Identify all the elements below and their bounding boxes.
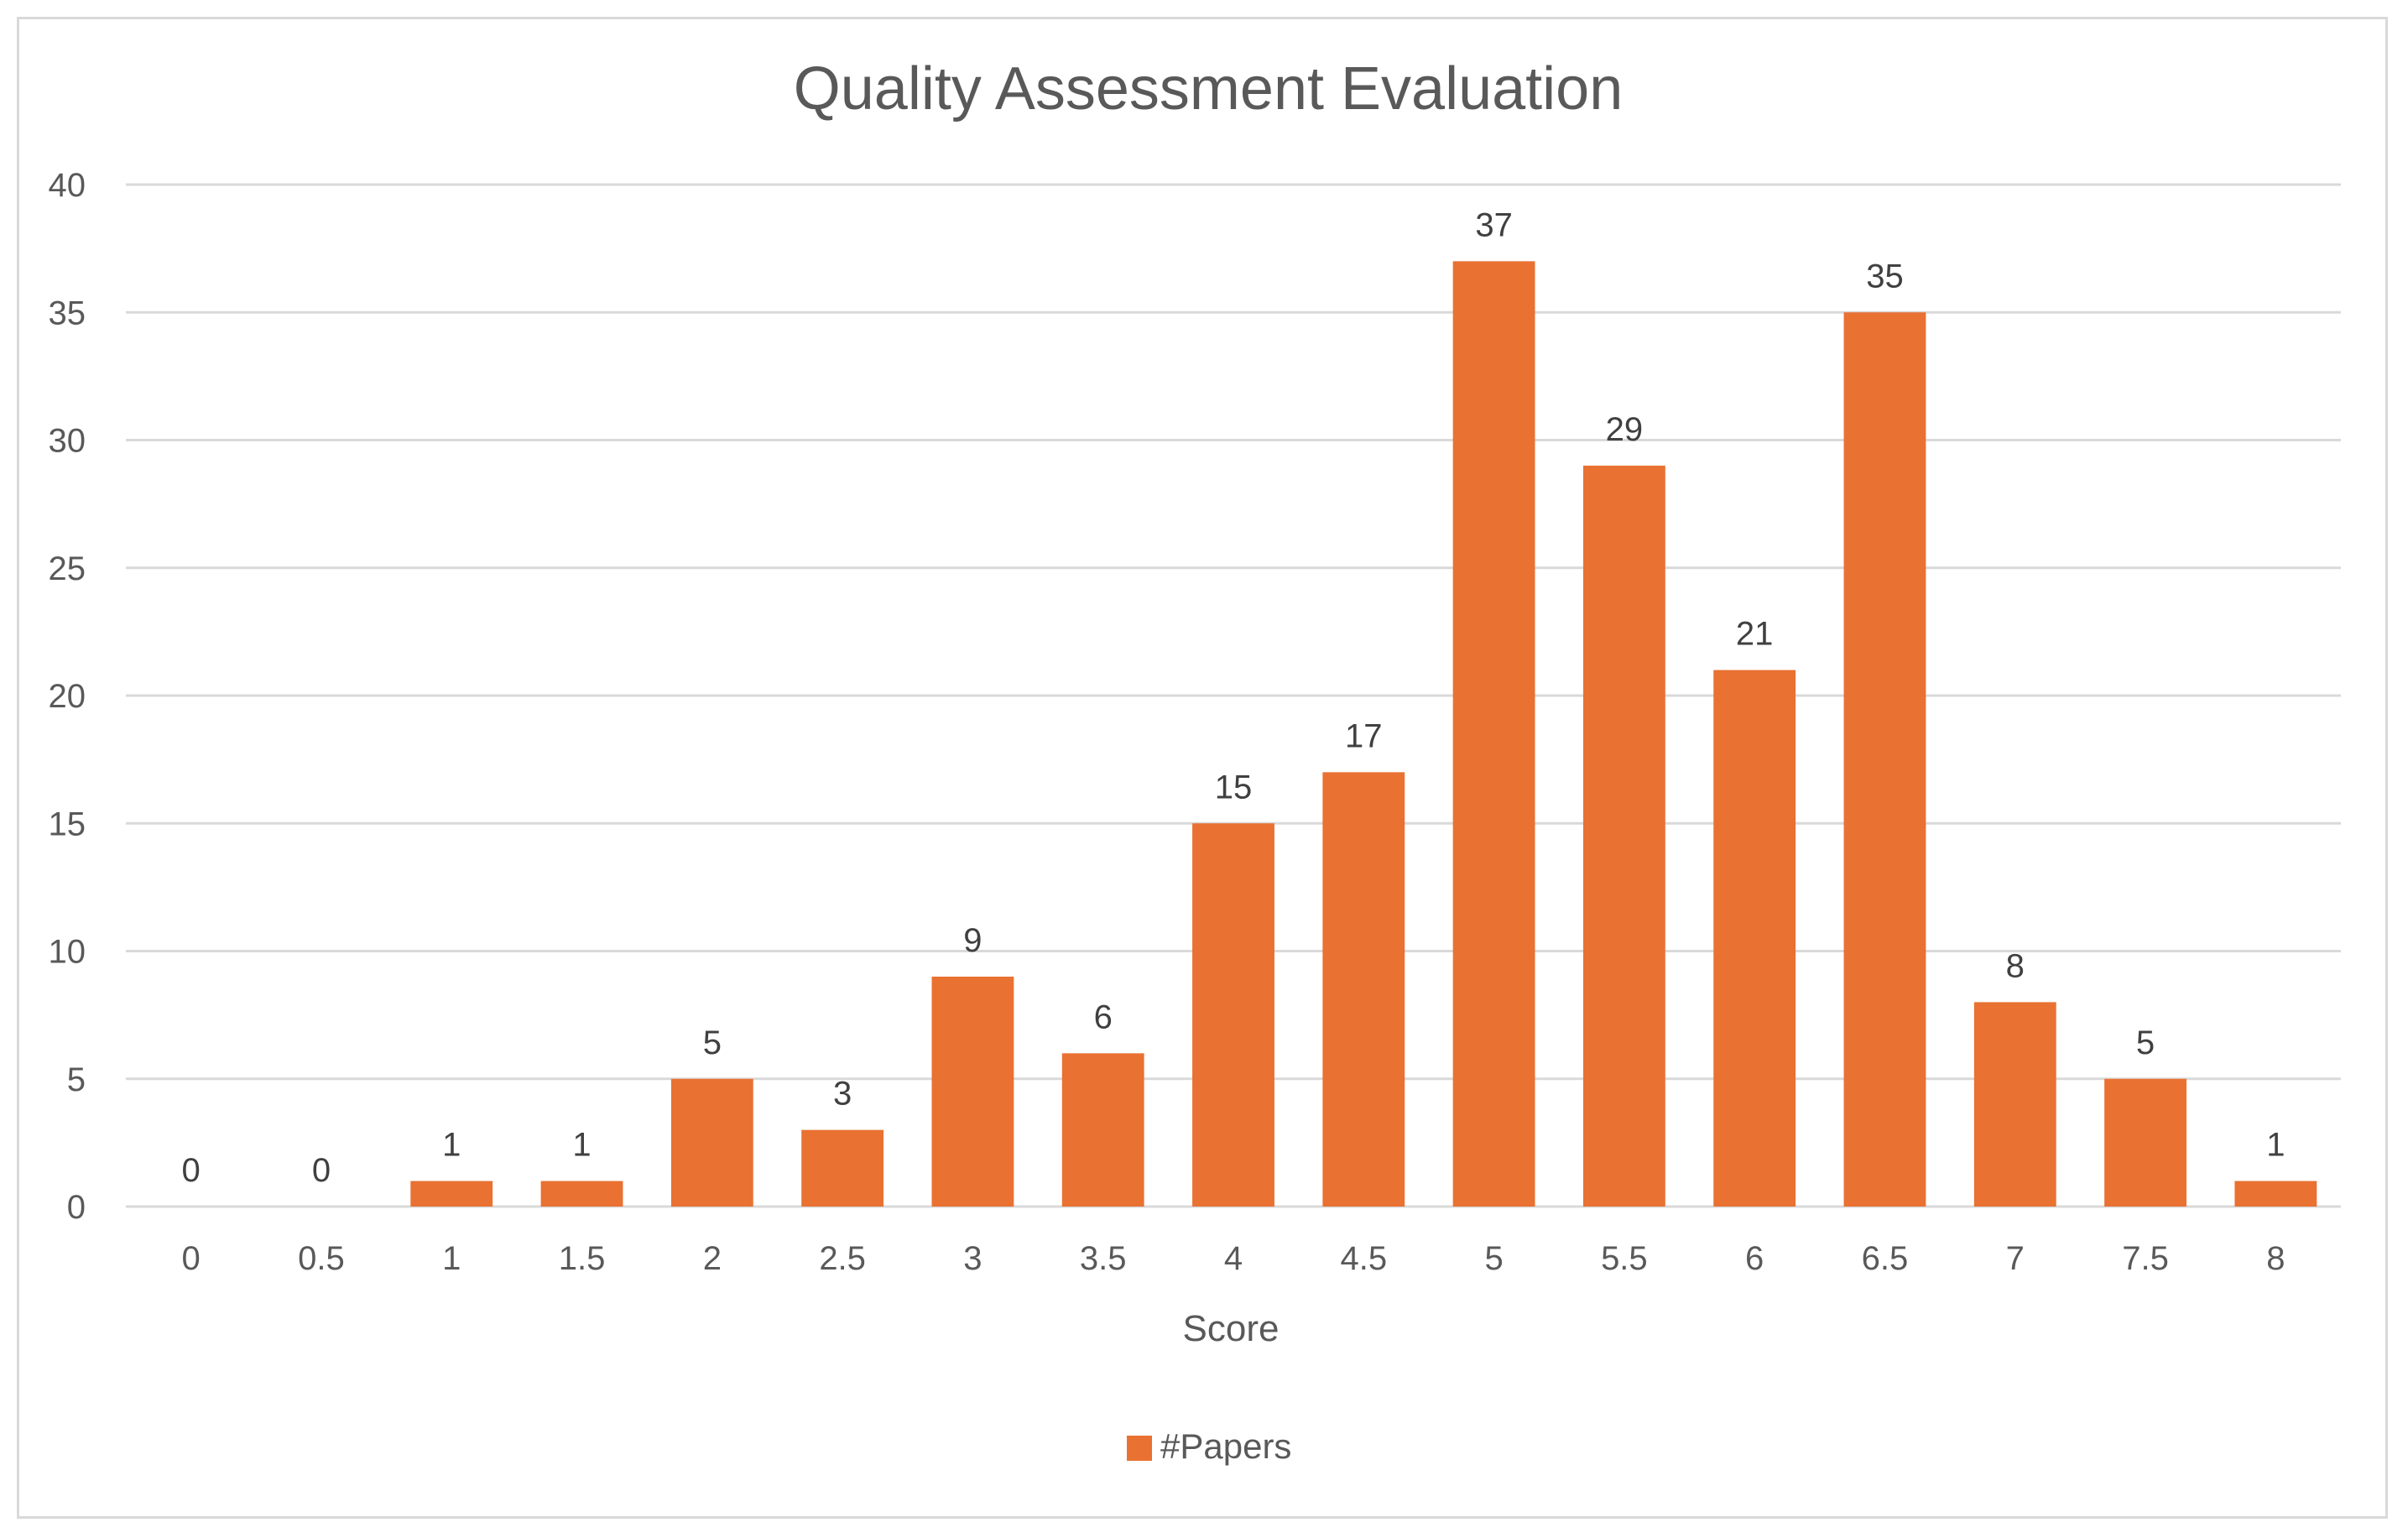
x-tick-label: 3.5	[1080, 1240, 1127, 1277]
y-tick-label: 10	[49, 934, 86, 971]
bar-5	[1452, 261, 1535, 1207]
data-label-7: 8	[2006, 947, 2025, 984]
legend: #Papers	[1127, 1426, 1291, 1466]
x-tick-label: 2	[703, 1240, 722, 1277]
data-label-1: 1	[442, 1127, 461, 1164]
data-label-8: 1	[2266, 1127, 2285, 1164]
data-label-2.5: 3	[833, 1076, 852, 1113]
x-tick-label: 2.5	[819, 1240, 866, 1277]
data-label-4.5: 17	[1345, 717, 1383, 754]
bar-4	[1192, 823, 1274, 1207]
x-tick-label: 4.5	[1340, 1240, 1387, 1277]
data-label-0.5: 0	[312, 1152, 331, 1189]
legend-swatch	[1127, 1436, 1152, 1461]
y-tick-label: 20	[49, 678, 86, 715]
x-axis-ticks: 0 0.5 1 1.5 2 2.5 3 3.5 4 4.5 5 5.5 6 6.5 7 7.5 8	[182, 1240, 2286, 1277]
x-tick-label: 1	[442, 1240, 461, 1277]
data-label-2: 5	[703, 1024, 722, 1061]
bar-7.5	[2104, 1078, 2186, 1207]
bar-2.5	[801, 1129, 884, 1207]
bar-3	[931, 976, 1014, 1207]
gridlines	[126, 183, 2341, 1208]
data-label-5.5: 29	[1606, 411, 1644, 448]
y-tick-label: 35	[49, 295, 86, 331]
bars	[410, 261, 2317, 1207]
y-tick-label: 15	[49, 805, 86, 842]
y-tick-label: 5	[67, 1061, 86, 1098]
data-label-6.5: 35	[1866, 258, 1904, 295]
x-tick-label: 5.5	[1601, 1240, 1648, 1277]
x-tick-label: 5	[1484, 1240, 1503, 1277]
bar-7	[1973, 1002, 2056, 1207]
bar-3.5	[1061, 1053, 1144, 1207]
data-label-7.5: 5	[2136, 1024, 2155, 1061]
bar-2	[670, 1078, 753, 1207]
y-tick-label: 30	[49, 423, 86, 460]
data-label-3.5: 6	[1094, 998, 1113, 1035]
data-label-1.5: 1	[572, 1127, 591, 1164]
x-tick-label: 7	[2006, 1240, 2025, 1277]
x-tick-label: 6	[1745, 1240, 1764, 1277]
x-tick-label: 0.5	[298, 1240, 345, 1277]
x-tick-label: 4	[1224, 1240, 1243, 1277]
data-label-5: 37	[1475, 206, 1513, 243]
x-tick-label: 0	[182, 1240, 201, 1277]
bar-6.5	[1843, 312, 1926, 1207]
x-tick-label: 6.5	[1862, 1240, 1909, 1277]
y-tick-label: 0	[67, 1189, 86, 1226]
chart-frame	[17, 17, 2388, 1519]
y-axis-ticks: 0 5 10 15 20 25 30 35 40	[49, 167, 86, 1226]
bar-1.5	[540, 1181, 623, 1207]
bar-6	[1713, 670, 1796, 1207]
x-axis-title: Score	[1183, 1308, 1280, 1349]
bar-1	[410, 1181, 493, 1207]
data-label-3: 9	[963, 922, 982, 959]
x-tick-label: 3	[963, 1240, 982, 1277]
y-tick-label: 25	[49, 550, 86, 587]
data-label-0: 0	[182, 1152, 201, 1189]
x-tick-label: 8	[2266, 1240, 2285, 1277]
data-label-6: 21	[1736, 616, 1774, 653]
bar-5.5	[1582, 465, 1665, 1207]
x-tick-label: 1.5	[559, 1240, 606, 1277]
chart-title: Quality Assessment Evaluation	[794, 55, 1624, 123]
bar-4.5	[1322, 772, 1405, 1207]
legend-label: #Papers	[1160, 1426, 1291, 1466]
y-tick-label: 40	[49, 167, 86, 204]
x-tick-label: 7.5	[2122, 1240, 2169, 1277]
data-label-4: 15	[1215, 769, 1253, 805]
bar-8	[2234, 1181, 2317, 1207]
